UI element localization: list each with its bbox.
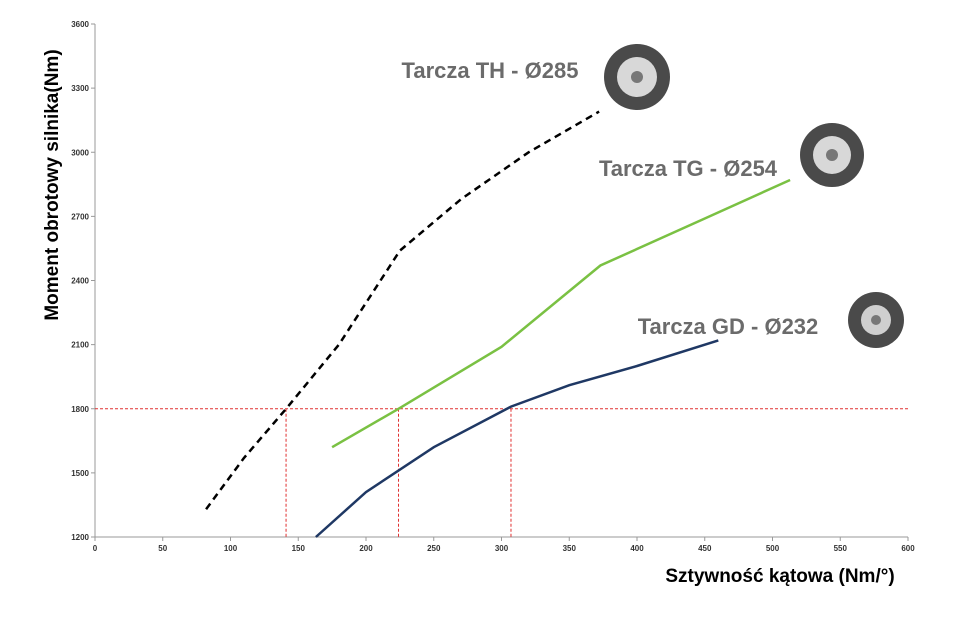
x-tick-label: 350 (563, 544, 577, 553)
x-tick-label: 500 (766, 544, 780, 553)
series-label: Tarcza GD - Ø232 (638, 314, 819, 339)
disc-tg (800, 123, 864, 187)
x-tick-label: 450 (698, 544, 712, 553)
y-tick-label: 3600 (71, 20, 89, 29)
y-axis-title: Moment obrotowy silnika(Nm) (42, 49, 63, 320)
y-tick-label: 1800 (71, 405, 89, 414)
series-line (315, 339, 719, 538)
y-tick-label: 1200 (71, 533, 89, 542)
series-label: Tarcza TG - Ø254 (599, 156, 778, 181)
y-tick-label: 3000 (71, 148, 89, 157)
y-tick-label: 1500 (71, 469, 89, 478)
y-tick-label: 2700 (71, 212, 89, 221)
y-tick-label: 2100 (71, 341, 89, 350)
x-tick-label: 550 (834, 544, 848, 553)
x-tick-label: 100 (224, 544, 238, 553)
x-tick-label: 150 (292, 544, 306, 553)
x-tick-label: 600 (901, 544, 915, 553)
series-line (331, 178, 791, 449)
y-tick-label: 3300 (71, 84, 89, 93)
y-tick-label: 2400 (71, 277, 89, 286)
x-tick-label: 0 (93, 544, 98, 553)
disc-gd (848, 292, 904, 348)
x-tick-label: 50 (158, 544, 167, 553)
x-tick-label: 400 (630, 544, 644, 553)
disc-th (604, 44, 670, 110)
x-tick-label: 250 (427, 544, 441, 553)
x-tick-label: 300 (495, 544, 509, 553)
x-tick-label: 200 (359, 544, 373, 553)
x-axis-title: Sztywność kątowa (Nm/°) (665, 566, 894, 587)
series-label: Tarcza TH - Ø285 (402, 58, 579, 83)
series-line (205, 110, 600, 510)
